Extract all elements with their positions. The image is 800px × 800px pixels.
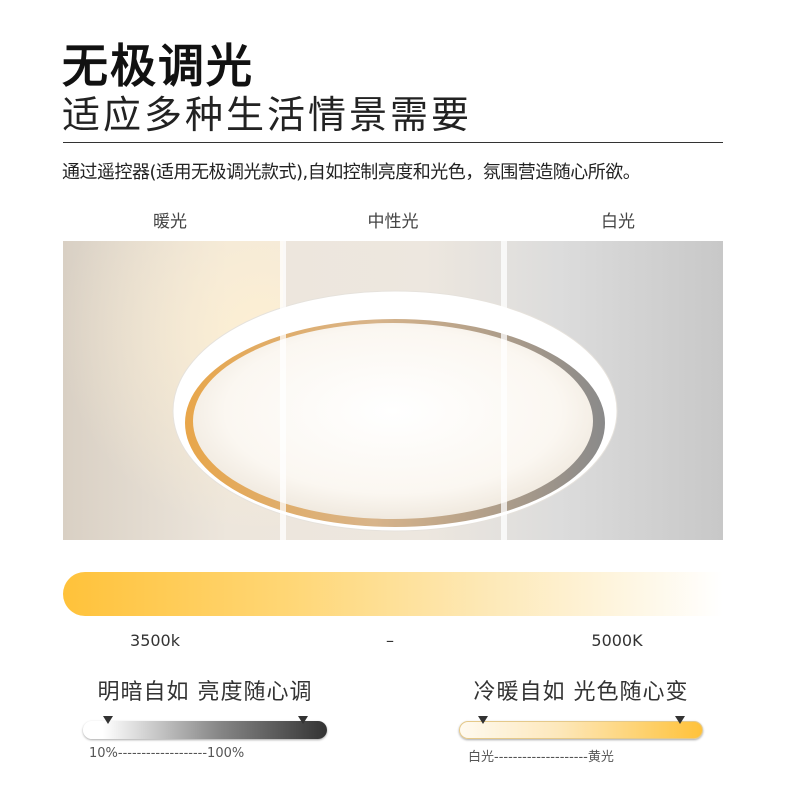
slider-marker-icon — [478, 716, 488, 724]
description: 通过遥控器(适用无极调光款式),自如控制亮度和光色，氛围营造随心所欲。 — [62, 162, 641, 183]
brightness-max: 100% — [207, 746, 245, 761]
temp-min-label: 3500k — [130, 631, 180, 650]
mode-label-white: 白光 — [601, 212, 635, 232]
scale-dashes: -------------------- — [494, 750, 588, 765]
temp-separator: – — [386, 631, 394, 650]
divider — [63, 142, 723, 143]
scale-dashes: ------------------- — [117, 746, 208, 761]
panel-divider — [280, 241, 286, 540]
color-mix-min: 白光 — [468, 750, 495, 765]
slider-marker-icon — [298, 716, 308, 724]
ceiling-lamp-photo — [63, 241, 723, 540]
color-temperature-gradient-bar — [63, 572, 723, 616]
brightness-caption: 明暗自如 亮度随心调 — [97, 680, 313, 705]
brightness-scale-labels: 10%-------------------100% — [89, 746, 244, 761]
color-mix-slider — [459, 721, 703, 739]
color-mix-caption: 冷暖自如 光色随心变 — [473, 680, 689, 705]
temp-max-label: 5000K — [591, 631, 643, 650]
mode-label-neutral: 中性光 — [367, 212, 419, 232]
brightness-slider — [83, 721, 327, 739]
color-mix-max: 黄光 — [587, 750, 614, 765]
page-subtitle: 适应多种生活情景需要 — [62, 93, 473, 137]
slider-marker-icon — [103, 716, 113, 724]
mode-label-warm: 暖光 — [153, 212, 187, 232]
panel-divider — [501, 241, 507, 540]
color-mix-scale-labels: 白光--------------------黄光 — [468, 746, 614, 765]
page-title: 无极调光 — [62, 39, 254, 93]
slider-marker-icon — [675, 716, 685, 724]
brightness-min: 10% — [89, 746, 118, 761]
ceiling-lamp-illustration — [172, 290, 618, 532]
